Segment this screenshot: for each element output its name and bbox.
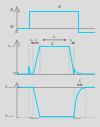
Text: $t_r$: $t_r$ (34, 36, 39, 44)
Text: $t_f$: $t_f$ (69, 36, 74, 44)
Text: $t_d$: $t_d$ (29, 36, 34, 44)
Text: $i_{B2}$: $i_{B2}$ (9, 24, 15, 31)
Text: $v_{CEoff}$: $v_{CEoff}$ (72, 116, 82, 122)
Text: $t$: $t$ (99, 70, 100, 77)
Text: $t_f'$: $t_f'$ (78, 78, 82, 86)
Text: $i_C$: $i_C$ (14, 28, 19, 36)
Text: $V_{CEoff}$: $V_{CEoff}$ (4, 84, 15, 91)
Text: $t_s$: $t_s$ (52, 33, 57, 41)
Text: $V_{CEsat}$: $V_{CEsat}$ (4, 113, 15, 120)
Text: $i_B$: $i_B$ (14, 0, 19, 2)
Text: $v_{CEsat}$: $v_{CEsat}$ (29, 116, 40, 122)
Text: $i_B$: $i_B$ (57, 3, 62, 11)
Text: $i_{B1}$: $i_{B1}$ (9, 7, 15, 14)
Text: $i_C$: $i_C$ (50, 40, 55, 48)
Text: $t$: $t$ (99, 14, 100, 21)
Text: $I_{Csat}$: $I_{Csat}$ (7, 43, 15, 50)
Text: $t$: $t$ (99, 111, 100, 118)
Text: $v_{CE}$: $v_{CE}$ (12, 71, 20, 78)
